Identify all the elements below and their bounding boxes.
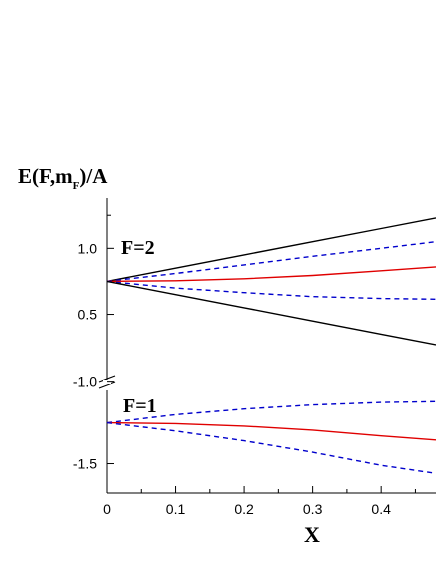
series-line-f1-mfp0 — [106, 421, 436, 441]
x-tick-label: 0.3 — [303, 501, 323, 517]
x-tick-label: 0.2 — [234, 501, 254, 517]
y-axis-label: E(F,mF)/A — [18, 164, 108, 192]
series-line-f1-mfp1 — [106, 421, 436, 474]
annotation-f2: F=2 — [121, 237, 155, 259]
x-tick-label: 0.4 — [371, 501, 391, 517]
y-tick-label: 1.0 — [78, 240, 98, 256]
series-line-f1-mfm1 — [106, 400, 436, 424]
series-line-f2-mfp1 — [106, 241, 436, 283]
y-tick-label: -1.0 — [73, 374, 97, 390]
y-axis-label-sub: F — [73, 180, 80, 192]
x-tick-label: 0.1 — [166, 501, 186, 517]
y-tick-label: -1.5 — [73, 456, 97, 472]
y-axis-label-base: E(F,m — [18, 164, 73, 188]
y-tick-label: 0.5 — [78, 307, 98, 323]
series-layer — [106, 217, 436, 474]
x-axis-label: X — [304, 522, 320, 547]
series-line-f2-mfp2 — [106, 217, 436, 283]
series-line-f2-mfm2 — [106, 280, 436, 346]
y-axis-label-tail: )/A — [79, 164, 108, 188]
ticks-layer: 0 0.1 0.2 0.3 0.4 0.5 1.0 -1.5 -1.0 — [73, 214, 416, 517]
series-line-f2-mfm1 — [106, 280, 436, 300]
annotation-f1: F=1 — [123, 395, 157, 417]
series-line-f2-mfp0 — [106, 266, 436, 283]
x-tick-label: 0 — [103, 501, 111, 517]
